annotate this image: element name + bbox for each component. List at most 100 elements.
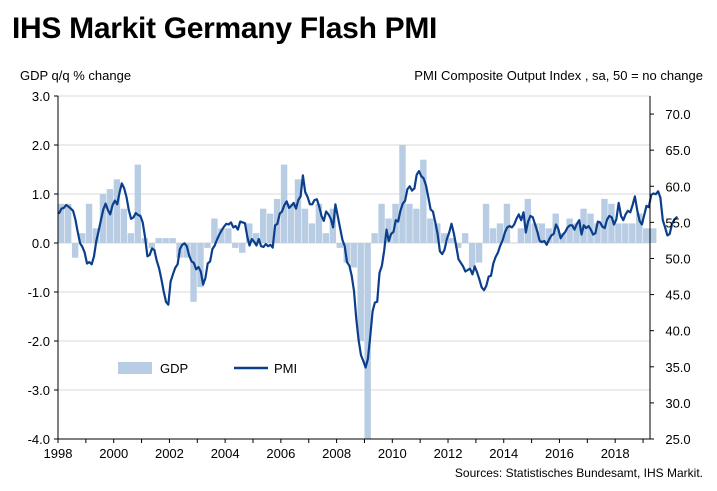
gdp-bar xyxy=(162,238,169,243)
gdp-bar xyxy=(482,203,490,243)
gdp-bar xyxy=(127,233,135,243)
right-axis-label: PMI Composite Output Index , sa, 50 = no… xyxy=(414,68,703,83)
x-tick-label: 2000 xyxy=(99,446,128,461)
source-note: Sources: Statistisches Bundesamt, IHS Ma… xyxy=(455,466,703,480)
gdp-bar xyxy=(636,213,643,243)
left-axis-label: GDP q/q % change xyxy=(20,68,131,83)
gdp-bar xyxy=(211,218,218,243)
gdp-bar xyxy=(148,243,155,248)
gdp-bar xyxy=(169,238,176,243)
gdp-bar xyxy=(650,228,657,243)
gdp-bar xyxy=(64,203,72,243)
gdp-bar xyxy=(468,243,476,268)
right-tick-label: 50.0 xyxy=(665,251,690,266)
gdp-bar xyxy=(259,208,267,243)
gdp-bar xyxy=(183,243,190,258)
right-tick-label: 45.0 xyxy=(665,288,690,303)
right-tick-label: 35.0 xyxy=(665,360,690,375)
gdp-bar xyxy=(155,238,162,243)
gdp-bar xyxy=(364,243,371,439)
right-tick-label: 30.0 xyxy=(665,396,690,411)
gdp-bar xyxy=(287,203,295,243)
gdp-bar xyxy=(106,189,114,243)
right-tick-label: 70.0 xyxy=(665,107,690,122)
axes: 3.0 2.0 1.0 0.0 -1.0 -2.0 -3.0 -4.0 70.0 65.0 60.0… xyxy=(28,89,691,461)
left-tick-label: -1.0 xyxy=(28,285,50,300)
gdp-bar xyxy=(448,238,455,243)
gdp-bar xyxy=(253,233,260,243)
gdp-bar xyxy=(378,203,385,243)
x-tick-label: 2018 xyxy=(601,446,630,461)
right-tick-label: 40.0 xyxy=(665,324,690,339)
gdp-bar xyxy=(427,218,434,243)
gdp-bar xyxy=(315,203,323,243)
chart-title: IHS Markit Germany Flash PMI xyxy=(12,12,438,45)
gdp-bar xyxy=(622,223,629,243)
gdp-bar xyxy=(232,243,239,248)
gdp-bar xyxy=(517,228,525,243)
left-tick-label: 3.0 xyxy=(32,89,50,104)
gdp-bar xyxy=(573,223,580,243)
gdp-bar xyxy=(385,218,392,243)
x-tick-label: 1998 xyxy=(44,446,73,461)
x-tick-label: 2016 xyxy=(545,446,574,461)
gdp-bar xyxy=(608,203,615,243)
gdp-bar xyxy=(294,179,302,243)
gdp-bar xyxy=(336,243,343,248)
gdp-bar xyxy=(399,145,406,243)
gdp-bar xyxy=(538,223,545,243)
right-tick-label: 25.0 xyxy=(665,432,690,447)
legend-label-gdp: GDP xyxy=(160,361,188,376)
gdp-bar xyxy=(510,243,518,244)
gdp-bar xyxy=(134,164,142,243)
gdp-bar xyxy=(594,223,601,243)
right-tick-label: 60.0 xyxy=(665,179,690,194)
gdp-bar xyxy=(496,223,504,243)
gdp-bar xyxy=(197,243,204,288)
gdp-bar xyxy=(371,233,378,243)
gdp-bar xyxy=(545,228,552,243)
gdp-bar xyxy=(92,228,100,243)
gdp-bar xyxy=(413,208,420,243)
gdp-bar xyxy=(301,208,309,243)
right-tick-label: 55.0 xyxy=(665,215,690,230)
legend: GDP PMI xyxy=(118,361,297,376)
left-tick-label: -3.0 xyxy=(28,383,50,398)
gdp-bar xyxy=(322,233,330,243)
legend-swatch-gdp xyxy=(118,362,152,374)
gdp-bar xyxy=(643,228,650,243)
gdp-bar xyxy=(266,213,274,243)
gdp-bar xyxy=(503,203,511,243)
pmi-line xyxy=(58,170,678,369)
x-tick-label: 2006 xyxy=(266,446,295,461)
gdp-bar xyxy=(350,243,357,268)
gdp-bar xyxy=(190,243,197,302)
gdp-bar xyxy=(441,233,448,243)
gdp-bar xyxy=(629,223,636,243)
gdp-bar xyxy=(489,228,497,243)
left-tick-label: 1.0 xyxy=(32,187,50,202)
gdp-bar xyxy=(406,203,413,243)
gdp-bar xyxy=(58,203,65,243)
gdp-bar xyxy=(420,159,427,243)
gdp-bar xyxy=(531,223,539,243)
x-tick-label: 2014 xyxy=(489,446,518,461)
gdp-bar xyxy=(71,243,79,258)
x-tick-label: 2012 xyxy=(434,446,463,461)
left-tick-label: 2.0 xyxy=(32,138,50,153)
left-tick-label: -4.0 xyxy=(28,432,50,447)
gdp-bar xyxy=(204,243,211,248)
gdp-bar xyxy=(120,208,128,243)
x-tick-label: 2008 xyxy=(322,446,351,461)
gdp-bar xyxy=(357,243,364,341)
gdp-bar xyxy=(475,243,483,263)
x-tick-label: 2010 xyxy=(378,446,407,461)
gdp-bar xyxy=(225,228,232,243)
gdp-bar xyxy=(239,243,246,253)
x-tick-label: 2002 xyxy=(155,446,184,461)
gdp-bar xyxy=(218,228,225,243)
gdp-bar xyxy=(246,223,253,243)
left-tick-label: 0.0 xyxy=(32,236,50,251)
gdp-bar xyxy=(566,218,573,243)
